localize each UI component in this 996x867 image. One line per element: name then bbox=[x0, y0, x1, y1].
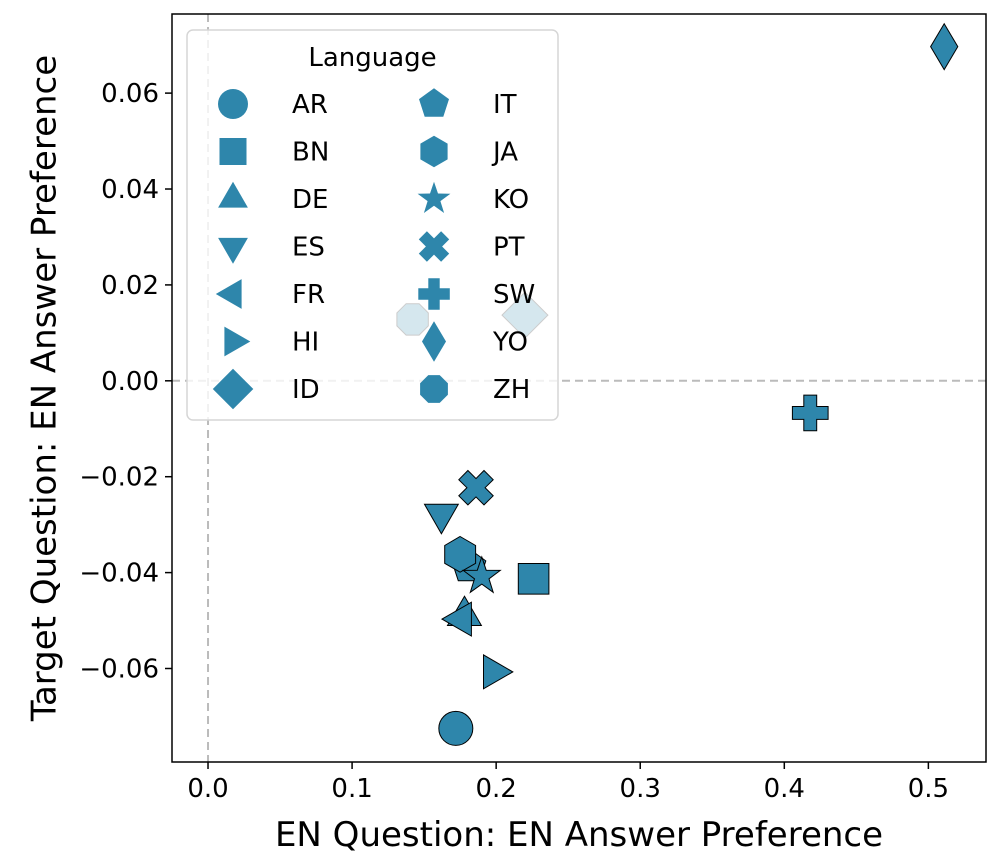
legend-label-fr: FR bbox=[292, 280, 325, 310]
legend-label-pt: PT bbox=[493, 233, 525, 263]
legend-label-bn: BN bbox=[292, 138, 329, 168]
axis-ticks: 0.0 0.1 0.2 0.3 0.4 0.5 −0.06 −0.04 −0.02 0.00 0.0… bbox=[79, 79, 949, 804]
point-bn bbox=[517, 563, 550, 595]
x-tick-label: 0.3 bbox=[620, 774, 661, 804]
y-tick-label: −0.04 bbox=[79, 559, 159, 589]
legend-marker-de bbox=[218, 181, 248, 208]
legend-box bbox=[186, 29, 559, 421]
data-points bbox=[396, 22, 959, 746]
y-axis-label: Target Question: EN Answer Preference bbox=[25, 55, 65, 722]
y-tick-label: 0.00 bbox=[101, 367, 159, 397]
legend-title: Language bbox=[308, 43, 436, 73]
legend-marker-yo bbox=[422, 321, 446, 362]
legend-marker-pt bbox=[418, 231, 450, 262]
x-tick-label: 0.0 bbox=[187, 774, 228, 804]
point-fr bbox=[440, 601, 472, 637]
legend-label-ar: AR bbox=[292, 90, 328, 120]
legend-marker-fr bbox=[215, 279, 242, 309]
legend-label-id: ID bbox=[292, 375, 320, 405]
legend-label-de: DE bbox=[292, 185, 328, 215]
legend-label-zh: ZH bbox=[493, 375, 530, 405]
legend-marker-hi bbox=[224, 326, 251, 357]
legend-marker-zh bbox=[420, 375, 448, 403]
y-tick-label: 0.06 bbox=[101, 79, 159, 109]
point-ja bbox=[444, 535, 477, 573]
legend-label-yo: YO bbox=[492, 328, 528, 358]
legend-marker-it bbox=[419, 88, 449, 117]
x-tick-label: 0.5 bbox=[908, 774, 949, 804]
y-tick-label: 0.02 bbox=[101, 271, 159, 301]
legend-marker-sw bbox=[418, 278, 450, 310]
legend-marker-es bbox=[218, 237, 248, 264]
point-ar bbox=[438, 710, 474, 746]
legend-label-it: IT bbox=[493, 90, 517, 120]
legend-label-ko: KO bbox=[493, 185, 529, 215]
legend-label-hi: HI bbox=[292, 328, 319, 358]
legend: Language AR BN DE ES FR HI ID IT JA KO PT SW YO ZH bbox=[186, 29, 559, 421]
x-tick-label: 0.2 bbox=[475, 774, 516, 804]
legend-marker-bn bbox=[219, 138, 247, 165]
legend-label-ja: JA bbox=[491, 138, 518, 168]
point-sw bbox=[791, 394, 829, 432]
legend-marker-id bbox=[212, 368, 254, 410]
y-tick-label: −0.02 bbox=[79, 463, 159, 493]
legend-marker-ja bbox=[420, 135, 448, 168]
point-yo bbox=[930, 22, 959, 71]
legend-marker-ko bbox=[417, 181, 451, 213]
legend-label-sw: SW bbox=[493, 280, 535, 310]
point-es bbox=[423, 503, 460, 535]
legend-label-es: ES bbox=[292, 233, 325, 263]
y-tick-label: 0.04 bbox=[101, 175, 159, 205]
y-tick-label: −0.06 bbox=[79, 655, 159, 685]
x-tick-label: 0.4 bbox=[764, 774, 805, 804]
x-tick-label: 0.1 bbox=[331, 774, 372, 804]
legend-marker-ar bbox=[218, 89, 248, 119]
point-hi bbox=[483, 654, 514, 690]
point-ko bbox=[461, 555, 502, 594]
point-pt bbox=[458, 469, 494, 506]
plot-frame bbox=[171, 13, 987, 763]
x-axis-label: EN Question: EN Answer Preference bbox=[275, 815, 883, 855]
